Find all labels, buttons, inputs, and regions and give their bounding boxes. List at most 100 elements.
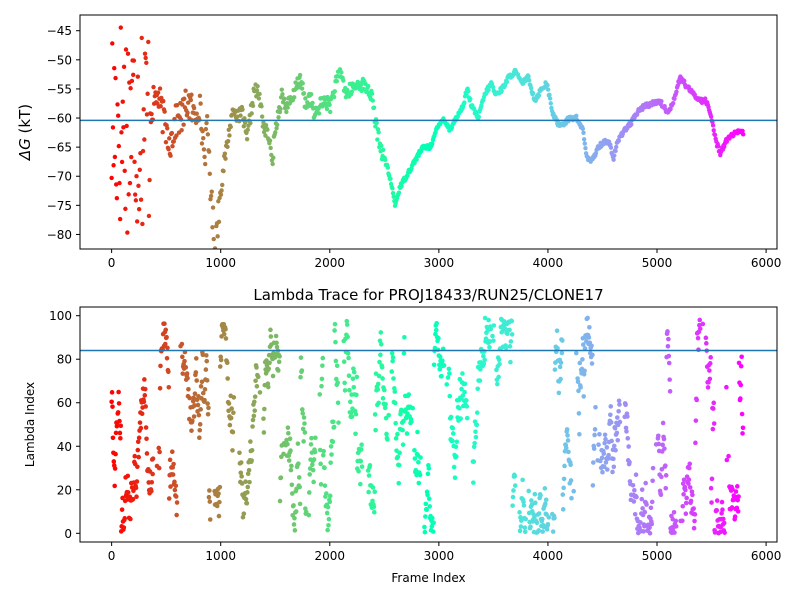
lambda-point bbox=[268, 327, 273, 333]
lambda-point bbox=[427, 504, 433, 509]
lambda-point bbox=[392, 400, 398, 406]
lambda-point bbox=[205, 401, 210, 406]
dg-point bbox=[324, 106, 330, 112]
lambda-point bbox=[616, 409, 621, 414]
lambda-point bbox=[373, 427, 378, 433]
lambda-point bbox=[522, 529, 528, 535]
lambda-point bbox=[497, 361, 502, 367]
lambda-point bbox=[306, 490, 312, 495]
dg-point bbox=[223, 156, 228, 161]
lambda-point bbox=[609, 438, 614, 444]
lambda-point bbox=[204, 378, 210, 383]
lambda-point bbox=[415, 429, 420, 435]
lambda-point bbox=[707, 368, 712, 373]
lambda-point bbox=[164, 355, 170, 361]
dg-point bbox=[581, 137, 587, 142]
lambda-point bbox=[445, 375, 451, 380]
lambda-point bbox=[472, 440, 477, 446]
lambda-point bbox=[109, 390, 115, 395]
dg-point bbox=[381, 147, 386, 153]
dg-point bbox=[182, 96, 187, 101]
dg-point bbox=[117, 180, 122, 186]
lambda-point bbox=[424, 507, 429, 513]
dg-y-tick-label: −45 bbox=[47, 24, 72, 38]
lambda-point bbox=[683, 487, 688, 493]
dg-point bbox=[203, 126, 209, 132]
dg-point bbox=[708, 114, 714, 119]
lambda-point bbox=[136, 435, 142, 441]
lambda-point bbox=[317, 392, 323, 397]
lambda-point bbox=[448, 414, 454, 420]
lambda-y-axis-label: Lambda Index bbox=[23, 382, 37, 467]
lambda-point bbox=[661, 436, 667, 442]
lambda-point bbox=[688, 498, 694, 504]
dg-point bbox=[180, 102, 185, 107]
lambda-point bbox=[344, 318, 350, 324]
lambda-point bbox=[311, 457, 317, 462]
dg-point bbox=[114, 195, 120, 201]
dg-point bbox=[545, 87, 551, 92]
lambda-point bbox=[529, 502, 535, 508]
dg-point bbox=[165, 126, 170, 131]
lambda-point bbox=[135, 464, 140, 470]
lambda-point bbox=[278, 475, 284, 480]
lambda-point bbox=[450, 426, 456, 431]
dg-point bbox=[143, 55, 148, 61]
dg-point bbox=[132, 192, 138, 197]
lambda-point bbox=[417, 472, 423, 478]
lambda-point bbox=[559, 350, 565, 356]
lambda-point bbox=[217, 499, 222, 505]
lambda-point bbox=[681, 477, 687, 483]
lambda-point bbox=[663, 485, 669, 491]
lambda-point bbox=[142, 377, 147, 382]
dg-point bbox=[629, 122, 634, 127]
lambda-point bbox=[523, 516, 528, 522]
lambda-point bbox=[366, 473, 372, 478]
dg-chart: 0 1000 2000 3000 4000 5000 6000 −80 −75 −70 −65 −6… bbox=[16, 14, 781, 270]
dg-point bbox=[365, 83, 371, 89]
lambda-point bbox=[481, 361, 487, 366]
lambda-point bbox=[204, 353, 209, 358]
dg-point bbox=[204, 120, 209, 126]
lambda-point bbox=[471, 444, 477, 450]
lambda-point bbox=[694, 397, 700, 403]
lambda-y-tick-label: 20 bbox=[57, 483, 72, 497]
lambda-point bbox=[597, 432, 602, 437]
lambda-point bbox=[656, 441, 662, 447]
dg-point bbox=[161, 98, 166, 104]
lambda-point bbox=[659, 474, 664, 480]
lambda-point bbox=[649, 521, 655, 527]
lambda-point bbox=[110, 435, 116, 441]
lambda-point bbox=[121, 525, 127, 530]
lambda-point bbox=[216, 513, 222, 519]
lambda-point bbox=[291, 522, 297, 527]
lambda-point bbox=[454, 439, 460, 445]
lambda-point bbox=[187, 395, 193, 401]
dg-point bbox=[207, 171, 212, 176]
dg-point bbox=[547, 96, 553, 101]
lambda-point bbox=[625, 414, 630, 419]
lambda-point bbox=[441, 363, 447, 368]
dg-point bbox=[265, 127, 270, 132]
dg-point bbox=[383, 157, 388, 163]
lambda-point bbox=[158, 363, 163, 369]
dg-point bbox=[328, 109, 333, 115]
dg-point bbox=[225, 144, 230, 150]
lambda-point bbox=[249, 458, 254, 463]
lambda-x-tick-label: 4000 bbox=[533, 549, 564, 563]
lambda-point bbox=[560, 338, 565, 343]
dg-x-tick-label: 3000 bbox=[424, 256, 455, 270]
lambda-point bbox=[284, 437, 289, 443]
lambda-point bbox=[325, 527, 330, 533]
lambda-point bbox=[667, 389, 673, 394]
lambda-point bbox=[623, 425, 629, 431]
lambda-point bbox=[458, 416, 463, 421]
dg-point bbox=[371, 105, 377, 110]
lambda-point bbox=[223, 336, 229, 341]
lambda-point bbox=[650, 465, 656, 471]
dg-point bbox=[593, 150, 599, 156]
dg-point bbox=[464, 92, 469, 97]
lambda-point bbox=[581, 371, 587, 377]
lambda-point bbox=[590, 352, 595, 358]
dg-point bbox=[581, 130, 586, 135]
